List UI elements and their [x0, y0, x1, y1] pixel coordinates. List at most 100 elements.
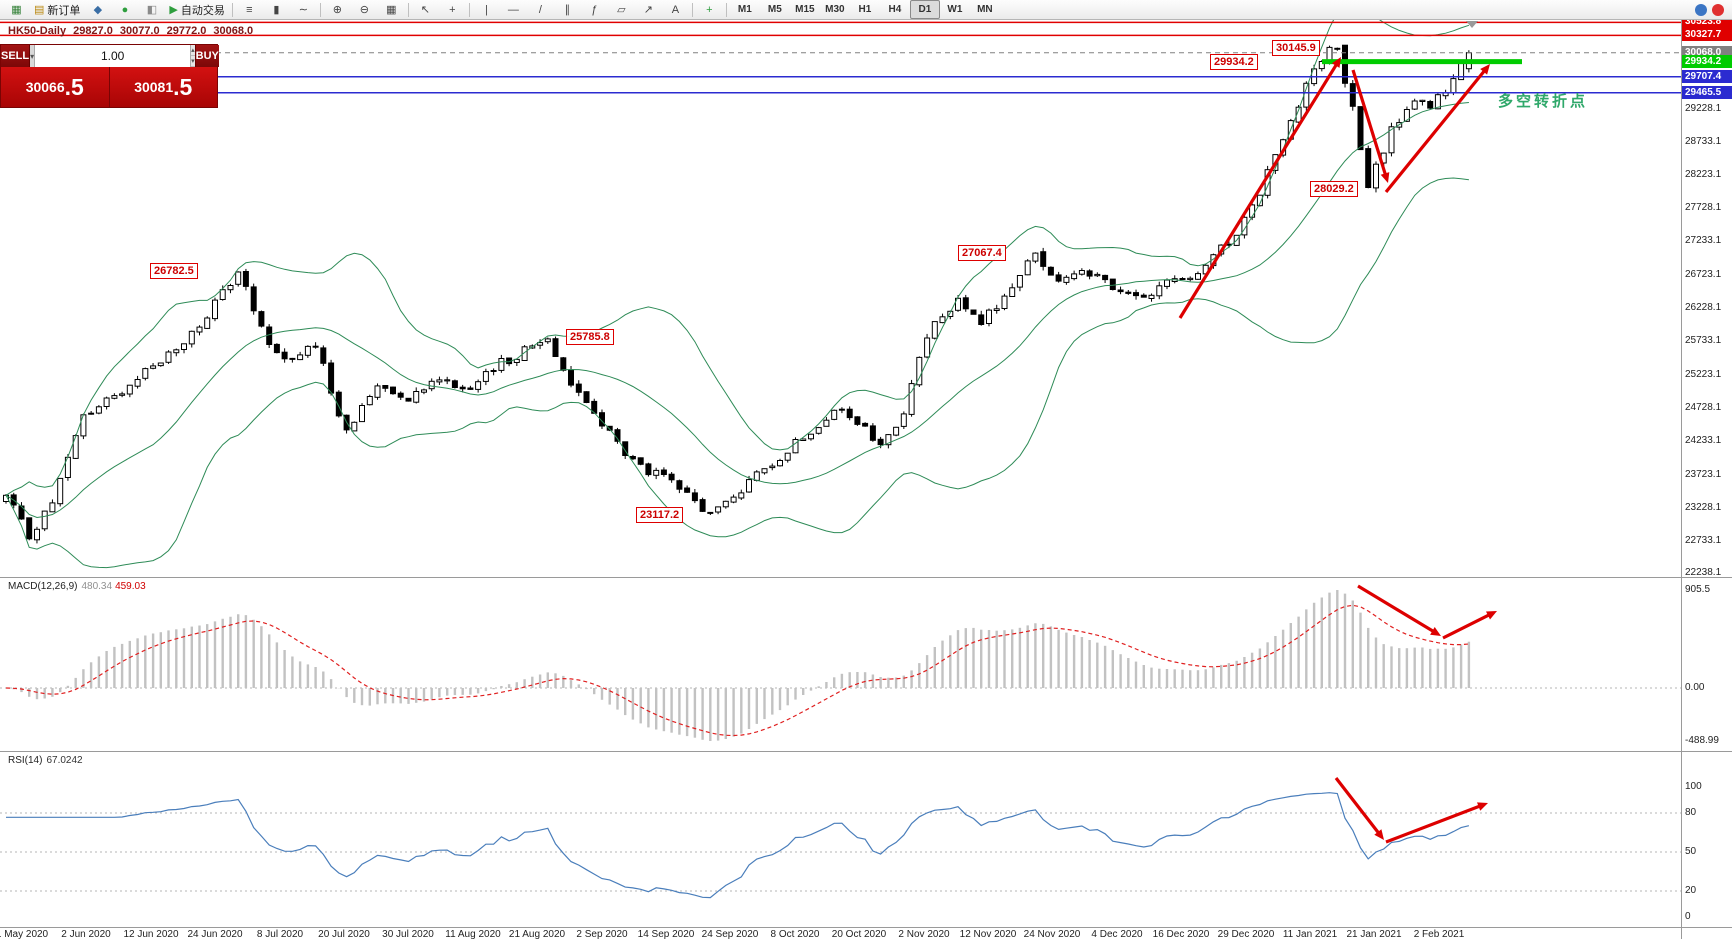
price-label-annotation[interactable]: 27067.4 [958, 245, 1006, 261]
date-axis-label: 2 Feb 2021 [1413, 929, 1465, 940]
price-label-annotation[interactable]: 23117.2 [636, 507, 684, 523]
trend-arrow[interactable] [1178, 60, 1340, 319]
bar-chart-type-button[interactable]: ≡ [236, 0, 263, 19]
timeframe-w1-button[interactable]: W1 [947, 4, 963, 15]
rsi-indicator-label: RSI(14) 67.0242 [8, 755, 83, 766]
date-axis-label: 29 Dec 2020 [1217, 929, 1275, 940]
timeframe-d1-button[interactable]: D1 [909, 0, 940, 19]
horizontal-line-button-glyph: — [507, 3, 519, 16]
macd-axis-label: -488.99 [1685, 735, 1719, 746]
volume-input[interactable] [35, 45, 191, 67]
timeframe-m5-button[interactable]: M5 [767, 4, 782, 15]
rsi-axis-label: 80 [1685, 807, 1697, 818]
timeframe-mn-button[interactable]: MN [977, 4, 993, 15]
price-axis-label: 23723.1 [1685, 469, 1722, 480]
arrow-tool-button[interactable]: ↗ [635, 0, 662, 19]
notification-icon[interactable] [1712, 3, 1724, 16]
indicators-button[interactable]: + [696, 0, 723, 19]
toolbar-separator [691, 2, 693, 17]
rsi-axis-label: 20 [1685, 885, 1697, 896]
web-community-icon[interactable]: ● [111, 0, 138, 19]
crosshair-button[interactable]: + [439, 0, 466, 19]
vertical-line-button[interactable]: | [473, 0, 500, 19]
volume-decrease-button[interactable]: ▾ [191, 58, 195, 67]
rsi-line [6, 792, 1470, 899]
timeframe-m30-button[interactable]: M30 [825, 4, 845, 15]
timeframe-m15-button[interactable]: M15 [795, 4, 815, 15]
date-axis-label: 8 Oct 2020 [770, 929, 820, 940]
date-axis-label: 21 Jan 2021 [1346, 929, 1402, 940]
macd-signal-value: 459.03 [115, 581, 146, 592]
bollinger-lower-band [5, 177, 1469, 569]
tile-windows-button-glyph: ▦ [386, 4, 397, 16]
chart-shift-marker[interactable] [1466, 21, 1478, 28]
price-label-annotation[interactable]: 26782.5 [150, 263, 198, 279]
trendline-button[interactable]: / [527, 0, 554, 19]
community-status-icon[interactable] [1695, 3, 1707, 16]
panel-separator-macd[interactable] [0, 577, 1732, 578]
date-axis-label: 1 May 2020 [0, 929, 49, 940]
autotrading-button[interactable]: ▶ 自动交易 [165, 0, 228, 19]
date-axis-label: 12 Jun 2020 [123, 929, 179, 940]
date-axis-label: 30 Jul 2020 [382, 929, 434, 940]
macd-chart[interactable] [0, 578, 1681, 751]
date-axis-label: 8 Jul 2020 [256, 929, 304, 940]
buy-button[interactable]: BUY [194, 45, 219, 67]
price-axis-label: 22238.1 [1685, 567, 1722, 578]
trade-panel-header-row: SELL ▾ ▴ ▾ BUY [1, 45, 219, 67]
trend-arrow-head [1477, 802, 1488, 811]
timeframe-h4-button[interactable]: H4 [888, 4, 902, 15]
candlestick-chart-type-button[interactable]: ▮ [263, 0, 290, 19]
price-chart[interactable] [0, 20, 1681, 577]
symbol-timeframe-label: HK50-Daily [8, 25, 67, 37]
volume-down-button[interactable]: ▾ [30, 45, 36, 67]
trend-arrow[interactable] [1351, 69, 1389, 179]
trend-arrow[interactable] [1385, 803, 1484, 844]
trend-arrow[interactable] [1334, 777, 1383, 837]
buy-price[interactable]: 30081.5 [110, 67, 218, 107]
new-order-button[interactable]: ▤ 新订单 [30, 0, 84, 19]
price-label-annotation[interactable]: 30145.9 [1272, 40, 1320, 56]
toolbar-separator [231, 2, 233, 17]
buy-price-fraction: .5 [173, 73, 193, 100]
web-community-icon-glyph: ● [121, 3, 129, 16]
trend-arrow[interactable] [1357, 584, 1438, 635]
line-chart-type-button[interactable]: ∼ [290, 0, 317, 19]
charts-icon[interactable]: ▦ [3, 0, 30, 19]
zoom-out-button[interactable]: ⊖ [351, 0, 378, 19]
date-axis-label: 20 Jul 2020 [318, 929, 370, 940]
date-axis-label: 11 Aug 2020 [445, 929, 501, 940]
macd-main-value: 480.34 [81, 581, 113, 592]
turning-point-annotation[interactable]: 多空转折点 [1498, 93, 1589, 110]
expert-list-icon[interactable]: ◆ [84, 0, 111, 19]
horizontal-line-button[interactable]: — [500, 0, 527, 19]
rsi-name: RSI(14) [8, 755, 43, 766]
timeframe-m1-button[interactable]: M1 [737, 4, 752, 15]
bollinger-middle-band [5, 102, 1469, 519]
sell-price[interactable]: 30066.5 [1, 67, 109, 107]
price-label-annotation[interactable]: 28029.2 [1310, 181, 1358, 197]
panel-separator-rsi[interactable] [0, 751, 1732, 752]
price-label-annotation[interactable]: 25785.8 [566, 329, 614, 345]
text-tool-button[interactable]: A [662, 0, 689, 19]
price-label-annotation[interactable]: 29934.2 [1210, 54, 1258, 70]
channel-button[interactable]: ∥ [554, 0, 581, 19]
rsi-axis-label: 50 [1685, 846, 1697, 857]
macd-indicator-label: MACD(12,26,9) 480.34 459.03 [8, 581, 146, 592]
rsi-chart[interactable] [0, 752, 1681, 927]
charts-icon-glyph: ▦ [11, 4, 22, 16]
tile-windows-button[interactable]: ▦ [378, 0, 405, 19]
alerts-icon[interactable]: ◧ [138, 0, 165, 19]
axis-marker-pivot-line-blue-1: 29707.4 [1682, 70, 1732, 83]
sell-button[interactable]: SELL [1, 45, 31, 67]
zoom-in-button[interactable]: ⊕ [324, 0, 351, 19]
volume-increase-button[interactable]: ▴ [191, 47, 195, 56]
trend-arrow-head [1480, 64, 1490, 75]
toolbar-separator [407, 2, 409, 17]
trend-arrow[interactable] [1442, 611, 1494, 640]
trend-arrow[interactable] [1384, 66, 1489, 194]
fibonacci-button[interactable]: ƒ [581, 0, 608, 19]
cursor-button[interactable]: ↖ [412, 0, 439, 19]
timeframe-h1-button[interactable]: H1 [858, 4, 872, 15]
shapes-button[interactable]: ▱ [608, 0, 635, 19]
